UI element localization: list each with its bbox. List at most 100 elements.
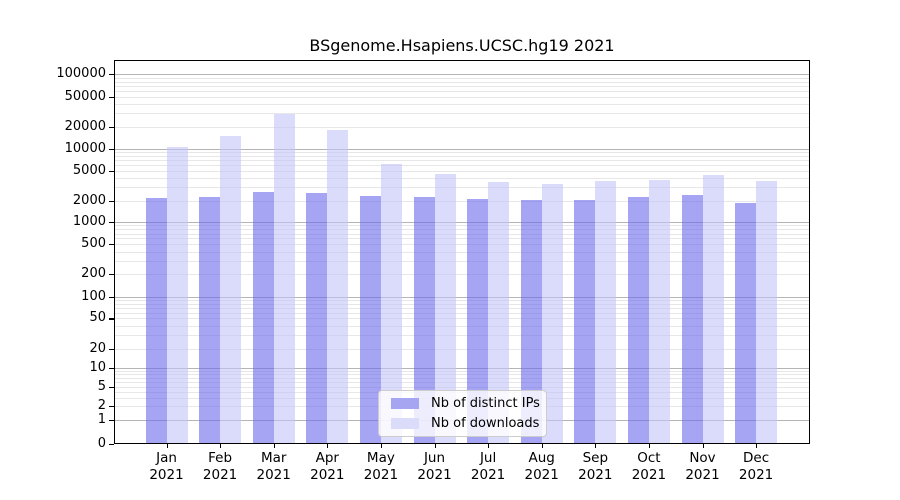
y-tick-mark bbox=[109, 200, 114, 202]
y-tick-mark bbox=[109, 274, 114, 276]
x-tick-year: 2021 bbox=[738, 467, 774, 483]
y-tick-mark bbox=[109, 419, 114, 421]
x-tick-mark bbox=[273, 444, 275, 448]
bar-downloads-apr bbox=[327, 130, 349, 444]
x-tick-month: Jun bbox=[423, 450, 446, 466]
x-tick-mark bbox=[702, 444, 704, 448]
y-gridline-minor bbox=[114, 348, 810, 350]
x-tick-month: Apr bbox=[315, 450, 339, 466]
x-tick-month: Jan bbox=[156, 450, 177, 466]
bar-downloads-jun bbox=[434, 174, 456, 444]
x-tick-month: Aug bbox=[528, 450, 555, 466]
legend-swatch-distinct-ips bbox=[391, 398, 419, 409]
y-gridline-minor bbox=[114, 90, 810, 92]
bar-distinct-ips-jan bbox=[145, 197, 167, 444]
y-gridline-minor bbox=[114, 96, 810, 98]
x-tick-year: 2021 bbox=[578, 467, 613, 483]
y-tick-mark bbox=[109, 244, 114, 246]
x-tick-label: Jun 2021 bbox=[395, 450, 475, 484]
y-gridline-minor bbox=[114, 126, 810, 128]
x-tick-mark bbox=[648, 444, 651, 448]
y-tick-mark bbox=[109, 222, 114, 224]
y-gridline-minor bbox=[114, 229, 810, 231]
y-gridline-minor bbox=[114, 238, 810, 240]
y-gridline-minor bbox=[114, 178, 810, 180]
y-gridline-major bbox=[114, 74, 810, 76]
legend: Nb of distinct IPs Nb of downloads bbox=[378, 390, 547, 437]
bar-distinct-ips-mar bbox=[252, 191, 274, 444]
x-tick-label: Aug 2021 bbox=[502, 450, 582, 484]
x-tick-mark bbox=[488, 444, 490, 448]
bar-downloads-feb bbox=[220, 136, 242, 444]
x-tick-year: 2021 bbox=[256, 467, 291, 483]
x-tick-mark bbox=[166, 444, 168, 448]
y-tick-label: 50000 bbox=[64, 88, 106, 104]
y-tick-label: 1 bbox=[97, 411, 106, 427]
y-tick-mark bbox=[109, 368, 114, 370]
y-gridline-minor bbox=[114, 104, 810, 105]
legend-item-distinct-ips: Nb of distinct IPs bbox=[389, 395, 540, 412]
legend-swatch-downloads bbox=[391, 418, 419, 429]
y-tick-label: 5 bbox=[97, 379, 106, 394]
y-gridline-minor bbox=[114, 387, 810, 388]
bar-distinct-ips-apr bbox=[306, 192, 328, 444]
x-tick-year: 2021 bbox=[685, 467, 720, 483]
x-tick-year: 2021 bbox=[149, 467, 184, 483]
y-gridline-minor bbox=[114, 151, 810, 153]
y-tick-mark bbox=[109, 318, 114, 320]
y-tick-label: 50 bbox=[89, 310, 106, 326]
y-tick-mark bbox=[109, 348, 114, 350]
x-tick-label: Apr 2021 bbox=[287, 450, 367, 484]
y-tick-label: 10000 bbox=[64, 140, 106, 156]
bar-distinct-ips-nov bbox=[681, 195, 703, 444]
x-tick-label: Feb 2021 bbox=[180, 450, 260, 484]
y-tick-label: 0 bbox=[97, 436, 106, 451]
y-gridline-minor bbox=[114, 85, 810, 87]
x-tick-month: Sep bbox=[582, 450, 609, 466]
x-tick-mark bbox=[756, 444, 758, 448]
y-gridline-minor bbox=[114, 251, 810, 253]
y-gridline-minor bbox=[114, 318, 810, 320]
y-gridline-minor bbox=[114, 244, 810, 246]
y-tick-mark bbox=[109, 74, 114, 76]
plot-area bbox=[114, 60, 810, 444]
x-tick-label: Oct 2021 bbox=[609, 450, 689, 484]
bar-distinct-ips-jun bbox=[413, 196, 435, 444]
y-tick-label: 2 bbox=[97, 398, 106, 413]
bar-downloads-dec bbox=[756, 181, 778, 444]
y-tick-label: 200 bbox=[81, 266, 106, 281]
x-tick-label: Sep 2021 bbox=[555, 450, 635, 484]
y-gridline-minor bbox=[114, 187, 810, 189]
x-tick-year: 2021 bbox=[631, 467, 667, 483]
x-tick-mark bbox=[595, 444, 597, 448]
y-gridline-minor bbox=[114, 299, 810, 301]
y-gridline-major bbox=[114, 368, 810, 369]
y-gridline-minor bbox=[114, 325, 810, 327]
x-tick-year: 2021 bbox=[363, 467, 399, 483]
legend-item-downloads: Nb of downloads bbox=[389, 415, 539, 432]
x-tick-mark bbox=[434, 444, 436, 448]
x-tick-year: 2021 bbox=[524, 467, 559, 483]
x-tick-month: Dec bbox=[743, 450, 770, 466]
x-tick-label: May 2021 bbox=[341, 450, 421, 484]
y-tick-mark bbox=[109, 148, 114, 150]
x-tick-month: May bbox=[366, 450, 395, 466]
bar-downloads-jan bbox=[166, 147, 188, 444]
y-tick-label: 20000 bbox=[64, 118, 106, 134]
y-tick-label: 100 bbox=[81, 288, 106, 304]
y-gridline-minor bbox=[114, 312, 810, 314]
y-tick-label: 500 bbox=[81, 236, 106, 252]
y-tick-mark bbox=[109, 171, 114, 173]
y-gridline-minor bbox=[114, 377, 810, 379]
x-tick-month: Nov bbox=[689, 450, 716, 466]
y-gridline-minor bbox=[114, 171, 810, 172]
y-gridline-minor bbox=[114, 335, 810, 337]
x-tick-month: Feb bbox=[208, 450, 233, 466]
bar-downloads-may bbox=[380, 164, 402, 444]
y-gridline-minor bbox=[114, 155, 810, 157]
bar-distinct-ips-feb bbox=[199, 196, 221, 444]
y-tick-label: 1000 bbox=[72, 214, 106, 229]
y-tick-label: 5000 bbox=[72, 163, 106, 178]
y-tick-mark bbox=[109, 444, 114, 446]
